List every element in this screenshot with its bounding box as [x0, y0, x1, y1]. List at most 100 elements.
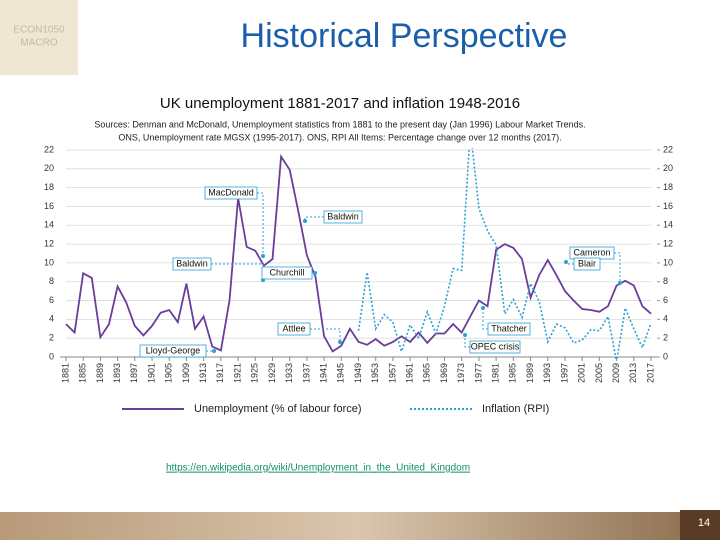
x-tick-label: 1881: [60, 363, 70, 383]
annotation-box: [469, 340, 521, 354]
x-tick-label: 1917: [215, 363, 225, 383]
x-tick-label: 1889: [95, 363, 105, 383]
annotation-point: [261, 254, 265, 258]
x-tick-label: 1909: [181, 363, 191, 383]
annotation-point: [313, 271, 317, 275]
annotation-label: Blair: [578, 258, 596, 268]
annotation-point: [338, 340, 342, 344]
annotation-box: [323, 210, 363, 224]
y2-tick-label: 14: [663, 220, 673, 230]
y2-tick-label: 6: [663, 295, 668, 305]
annotation-label: Lloyd-George: [146, 345, 201, 355]
legend-label: Inflation (RPI): [482, 403, 549, 415]
x-tick-label: 1965: [422, 363, 432, 383]
x-tick-label: 1925: [250, 363, 260, 383]
annotation-point: [618, 281, 622, 285]
y2-tick-label: 0: [663, 351, 668, 361]
annotation-leader: [464, 335, 470, 348]
annotation-label: Cameron: [573, 247, 610, 257]
series-line: [65, 153, 652, 353]
y-tick-label: 0: [49, 351, 54, 361]
y2-tick-label: 12: [663, 238, 673, 248]
x-tick-label: 2013: [628, 363, 638, 383]
logo-box: [0, 0, 78, 75]
chart-title: UK unemployment 1881-2017 and inflation …: [160, 95, 520, 112]
logo-text: MACRO: [20, 38, 57, 49]
legend-label: Unemployment (% of labour force): [194, 403, 362, 415]
y-tick-label: 18: [44, 182, 54, 192]
x-tick-label: 1997: [559, 363, 569, 383]
annotation-box: [139, 344, 207, 358]
y-tick-label: 16: [44, 201, 54, 211]
annotation-point: [303, 219, 307, 223]
x-tick-label: 1885: [78, 363, 88, 383]
x-tick-label: 1937: [301, 363, 311, 383]
x-tick-label: 1953: [370, 363, 380, 383]
x-tick-label: 1921: [232, 363, 242, 383]
source-link[interactable]: https://en.wikipedia.org/wiki/Unemployme…: [166, 463, 470, 474]
y-tick-label: 12: [44, 238, 54, 248]
y2-tick-label: 8: [663, 276, 668, 286]
y-tick-label: 20: [44, 163, 54, 173]
x-tick-label: 1893: [112, 363, 122, 383]
y2-tick-label: 20: [663, 163, 673, 173]
annotation-label: Thatcher: [491, 323, 527, 333]
slide-title: Historical Perspective: [241, 17, 568, 55]
annotation-box: [261, 266, 313, 280]
annotation-leader: [310, 328, 341, 342]
x-tick-label: 1933: [284, 363, 294, 383]
annotation-point: [212, 349, 216, 353]
y-tick-label: 4: [49, 314, 54, 324]
x-tick-label: 1993: [542, 363, 552, 383]
annotation-label: MacDonald: [208, 187, 254, 197]
x-tick-label: 2005: [594, 363, 604, 383]
footer-image: [0, 512, 720, 540]
x-tick-label: 1901: [146, 363, 156, 383]
annotation-box: [487, 322, 531, 336]
annotation-box: [204, 186, 258, 200]
annotation-point: [564, 260, 568, 264]
y-tick-label: 6: [49, 295, 54, 305]
x-tick-label: 1949: [353, 363, 363, 383]
y2-tick-label: 22: [663, 144, 673, 154]
annotation-point: [481, 306, 485, 310]
page-badge: [680, 510, 720, 540]
annotation-label: Attlee: [282, 323, 305, 333]
y2-tick-label: 2: [663, 333, 668, 343]
x-tick-label: 1989: [525, 363, 535, 383]
x-tick-label: 1929: [267, 363, 277, 383]
x-tick-label: 2009: [611, 363, 621, 383]
x-tick-label: 1957: [387, 363, 397, 383]
y-tick-label: 2: [49, 333, 54, 343]
page-number: 14: [698, 517, 710, 529]
y-tick-label: 14: [44, 220, 54, 230]
y2-tick-label: 18: [663, 182, 673, 192]
chart-subtitle: Sources: Denman and McDonald, Unemployme…: [94, 119, 585, 129]
annotation-label: Baldwin: [327, 211, 359, 221]
x-tick-label: 1973: [456, 363, 466, 383]
annotation-leader: [257, 192, 264, 256]
y-tick-label: 8: [49, 276, 54, 286]
annotation-label: Baldwin: [176, 258, 208, 268]
x-tick-label: 1985: [508, 363, 518, 383]
x-tick-label: 2017: [645, 363, 655, 383]
x-tick-label: 1977: [473, 363, 483, 383]
annotation-box: [172, 257, 212, 271]
annotation-leader: [211, 263, 264, 280]
x-tick-label: 1961: [404, 363, 414, 383]
chart-subtitle: ONS, Unemployment rate MGSX (1995-2017).…: [118, 132, 561, 142]
x-tick-label: 1897: [129, 363, 139, 383]
x-tick-label: 2001: [577, 363, 587, 383]
annotation-box: [573, 257, 601, 271]
y2-tick-label: 16: [663, 201, 673, 211]
series-line: [357, 148, 652, 360]
annotation-leader: [614, 252, 621, 283]
y2-tick-label: 4: [663, 314, 668, 324]
x-tick-label: 1905: [164, 363, 174, 383]
x-tick-label: 1913: [198, 363, 208, 383]
x-tick-label: 1969: [439, 363, 449, 383]
annotation-label: Churchill: [269, 267, 304, 277]
annotation-leader: [304, 216, 324, 221]
x-tick-label: 1941: [318, 363, 328, 383]
